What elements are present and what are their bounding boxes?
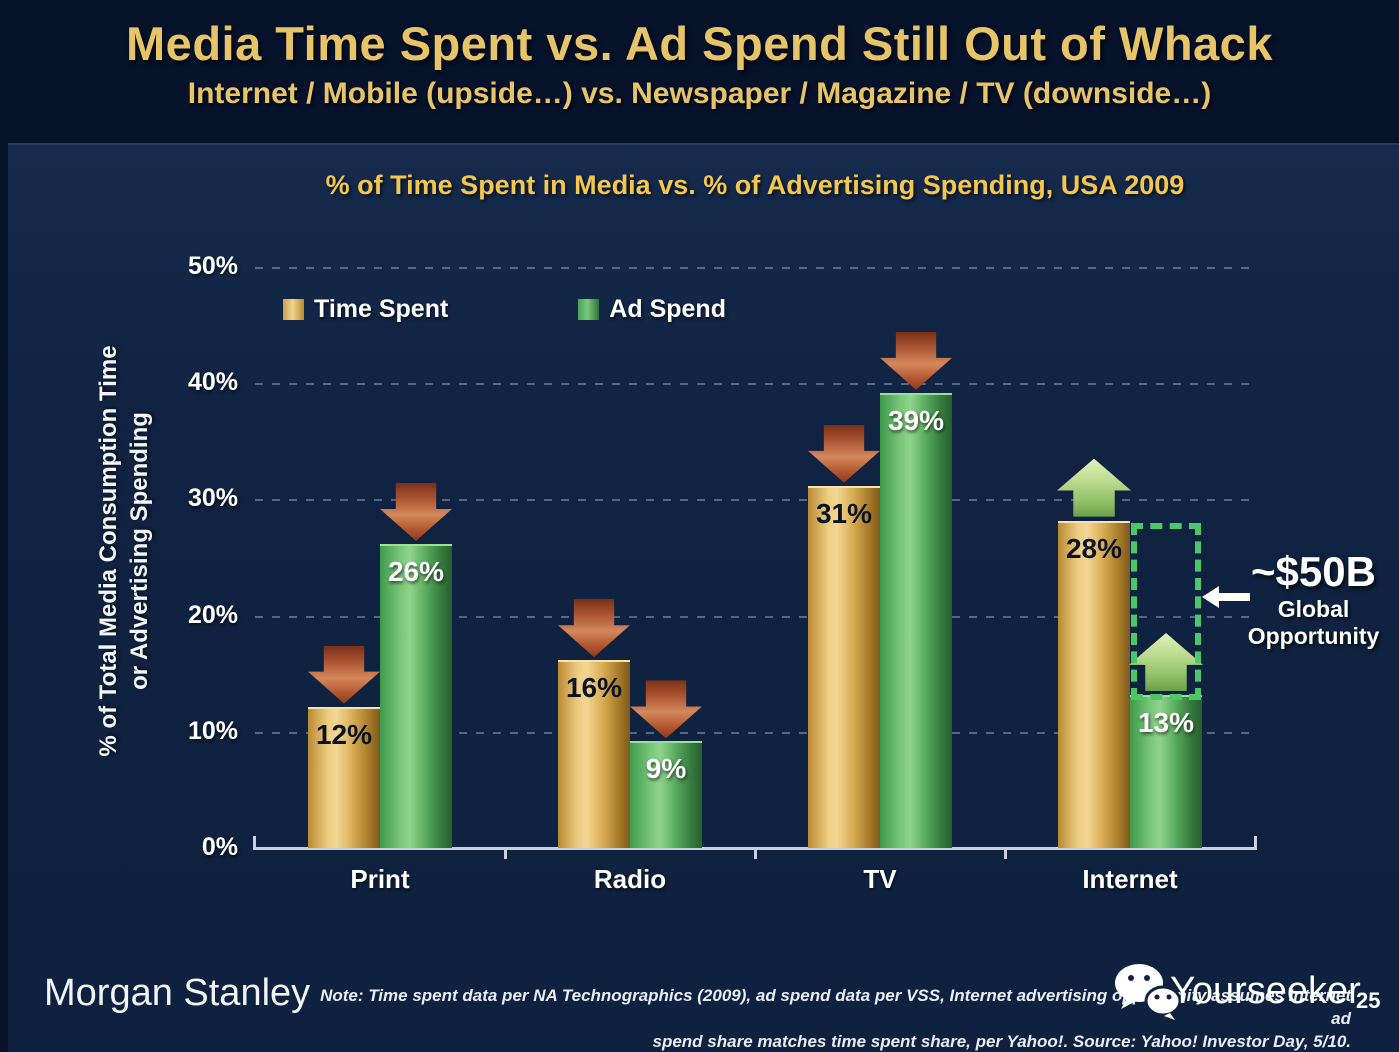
footnote-line-1: Note: Time spent data per NA Technograph… — [320, 986, 1351, 1028]
bar-value-label: 31% — [815, 497, 873, 529]
opportunity-label-line1: Global — [1277, 596, 1350, 622]
down-arrow-icon — [630, 680, 702, 739]
opportunity-annotation: ~$50B Global Opportunity — [1236, 548, 1391, 650]
y-tick-10: 10% — [187, 717, 238, 745]
plot-area: Time Spent Ad Spend 12% 26% Print 16% 9% Radi… — [253, 267, 1257, 894]
bar-group-tv: 31% 39% TV — [755, 267, 1005, 894]
watermark-text: Yourseeker — [1170, 969, 1361, 1012]
bar-column: 9% — [630, 267, 702, 848]
down-arrow-icon — [558, 599, 630, 658]
down-arrow-icon — [880, 331, 952, 390]
bar-value-label: 9% — [645, 753, 687, 785]
bar-value-label: 39% — [887, 404, 945, 436]
bar-internet-time-spent: 28% — [1058, 520, 1130, 848]
axis-tick — [754, 849, 757, 859]
watermark: Yourseeker — [1112, 962, 1361, 1020]
opportunity-value: ~$50B — [1251, 548, 1376, 595]
bar-value-label: 12% — [315, 718, 373, 750]
bar-print-ad-spend: 26% — [380, 543, 452, 848]
left-arrow-icon — [1202, 586, 1250, 608]
y-tick-20: 20% — [187, 601, 238, 629]
y-axis-title-line1: % of Total Media Consumption Time — [95, 345, 122, 757]
bar-group-internet: 28% 13% Internet — [1005, 267, 1255, 894]
chart-title: % of Time Spent in Media vs. % of Advert… — [325, 170, 1185, 200]
legend-item-ad-spend: Ad Spend — [578, 295, 726, 324]
y-axis-ticks: 50% 40% 30% 20% 10% 0% — [143, 252, 238, 861]
down-arrow-icon — [308, 645, 380, 704]
category-label-radio: Radio — [593, 864, 667, 894]
bar-print-time-spent: 12% — [308, 706, 380, 848]
legend-label-ad-spend: Ad Spend — [609, 295, 726, 323]
bar-tv-ad-spend: 39% — [880, 392, 952, 848]
slide-title: Media Time Spent vs. Ad Spend Still Out … — [126, 17, 1273, 70]
bar-column: 31% — [808, 267, 880, 848]
legend-item-time-spent: Time Spent — [283, 295, 448, 324]
bar-column: 12% — [308, 267, 380, 848]
category-label-tv: TV — [863, 864, 897, 894]
y-tick-50: 50% — [187, 252, 238, 280]
legend-label-time-spent: Time Spent — [314, 295, 449, 323]
bar-group-radio: 16% 9% Radio — [505, 267, 755, 894]
bar-group-print: 12% 26% Print — [255, 267, 505, 894]
down-arrow-icon — [380, 482, 452, 541]
body-panel — [8, 143, 1399, 1052]
slide-subtitle: Internet / Mobile (upside…) vs. Newspape… — [187, 77, 1212, 110]
bar-value-label: 28% — [1065, 532, 1123, 564]
gridline-30 — [255, 499, 1254, 501]
slide-header: Media Time Spent vs. Ad Spend Still Out … — [0, 0, 1399, 143]
bar-radio-time-spent: 16% — [558, 660, 630, 848]
category-label-internet: Internet — [1082, 864, 1178, 894]
category-label-print: Print — [350, 864, 410, 894]
wechat-icon — [1115, 964, 1182, 1020]
bar-column: 26% — [380, 267, 452, 848]
bar-column: 16% — [558, 267, 630, 848]
up-arrow-icon — [1057, 458, 1131, 517]
bar-value-label: 13% — [1137, 706, 1195, 738]
bar-tv-time-spent: 31% — [808, 485, 880, 848]
page-number: 25 — [1356, 988, 1381, 1013]
x-axis-baseline — [253, 836, 1257, 850]
axis-tick — [1004, 849, 1007, 859]
bar-value-label: 26% — [387, 555, 445, 587]
y-tick-30: 30% — [187, 484, 238, 512]
gridline-10 — [255, 732, 1254, 734]
y-tick-40: 40% — [187, 368, 238, 396]
gridline-50 — [255, 267, 1254, 269]
bar-radio-ad-spend: 9% — [630, 741, 702, 848]
legend: Time Spent Ad Spend — [283, 295, 726, 324]
legend-swatch-gold-icon — [283, 299, 304, 320]
bar-column: 39% — [880, 267, 952, 848]
opportunity-label-line2: Opportunity — [1247, 623, 1380, 649]
bar-column: 13% — [1129, 267, 1203, 848]
y-tick-0: 0% — [201, 833, 238, 861]
axis-tick — [504, 849, 507, 859]
footnote: Note: Time spent data per NA Technograph… — [311, 984, 1351, 1052]
gridline-20 — [255, 616, 1254, 618]
legend-swatch-green-icon — [578, 299, 600, 320]
bar-column: 28% — [1057, 267, 1131, 848]
brand-logo: Morgan Stanley — [44, 972, 311, 1014]
down-arrow-icon — [808, 424, 880, 483]
bar-internet-ad-spend: 13% — [1130, 694, 1202, 848]
gap-dotted-rect — [1131, 522, 1201, 700]
bar-value-label: 16% — [565, 672, 623, 704]
footnote-line-2: spend share matches time spent share, pe… — [652, 1032, 1352, 1051]
gridline-40 — [255, 383, 1254, 385]
